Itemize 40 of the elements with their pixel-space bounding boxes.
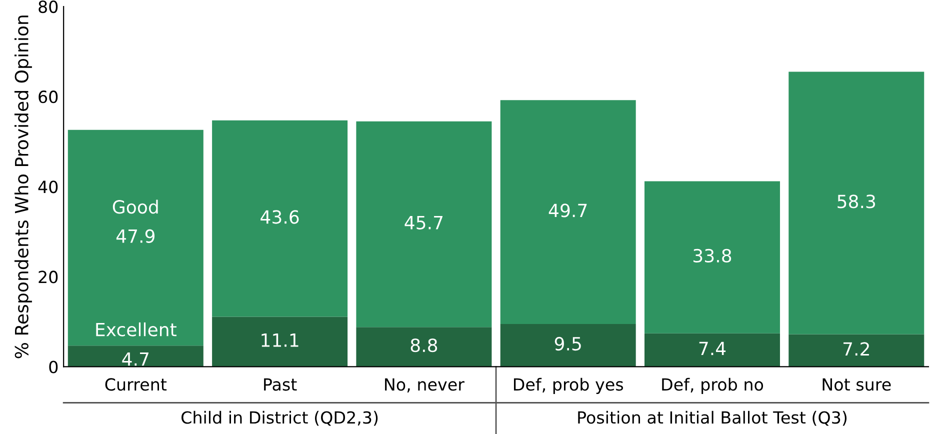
data-label: 49.7: [548, 204, 587, 218]
bar: [356, 121, 492, 328]
data-label: 7.2: [844, 342, 869, 356]
bar: [500, 324, 636, 367]
bar: [68, 346, 204, 367]
data-label: 7.4: [699, 342, 726, 356]
bar: [500, 100, 636, 324]
y-tick-label: 60: [38, 90, 58, 104]
x-tick-label: Past: [264, 378, 297, 391]
x-tick-label: Def, prob no: [662, 378, 764, 394]
bar: [212, 120, 348, 317]
series-label: Good: [112, 200, 158, 214]
bar: [788, 334, 924, 367]
y-axis-title: % Respondents Who Provided Opinion: [14, 16, 32, 358]
bar: [644, 181, 780, 334]
data-label: 45.7: [404, 216, 443, 230]
x-tick-label: Current: [105, 378, 167, 391]
data-label: 9.5: [554, 336, 581, 351]
data-label: 43.6: [260, 210, 299, 224]
data-label: 11.1: [262, 334, 298, 347]
series-label: Excellent: [96, 322, 176, 336]
data-label: 47.9: [116, 229, 154, 243]
x-tick-label: Def, prob yes: [514, 378, 624, 394]
y-tick-label: 40: [38, 180, 58, 194]
bar: [212, 316, 348, 367]
data-label: 4.7: [122, 352, 148, 366]
data-label: 58.3: [838, 194, 876, 208]
y-tick-label: 20: [38, 270, 58, 284]
bar: [644, 333, 780, 367]
y-tick-label: 0: [49, 360, 58, 374]
data-label: 8.8: [410, 338, 438, 352]
bar: [788, 72, 924, 334]
text: Position at Initial Ballot Test (Q3): [578, 410, 847, 426]
x-tick-label: No, never: [385, 378, 464, 392]
bar: [356, 327, 492, 367]
data-label: 33.8: [694, 248, 732, 263]
x-tick-label: Not sure: [822, 378, 891, 391]
bar: [68, 130, 204, 346]
text: Child in District (QD2,3): [182, 410, 378, 426]
y-tick-label: 80: [38, 0, 58, 14]
